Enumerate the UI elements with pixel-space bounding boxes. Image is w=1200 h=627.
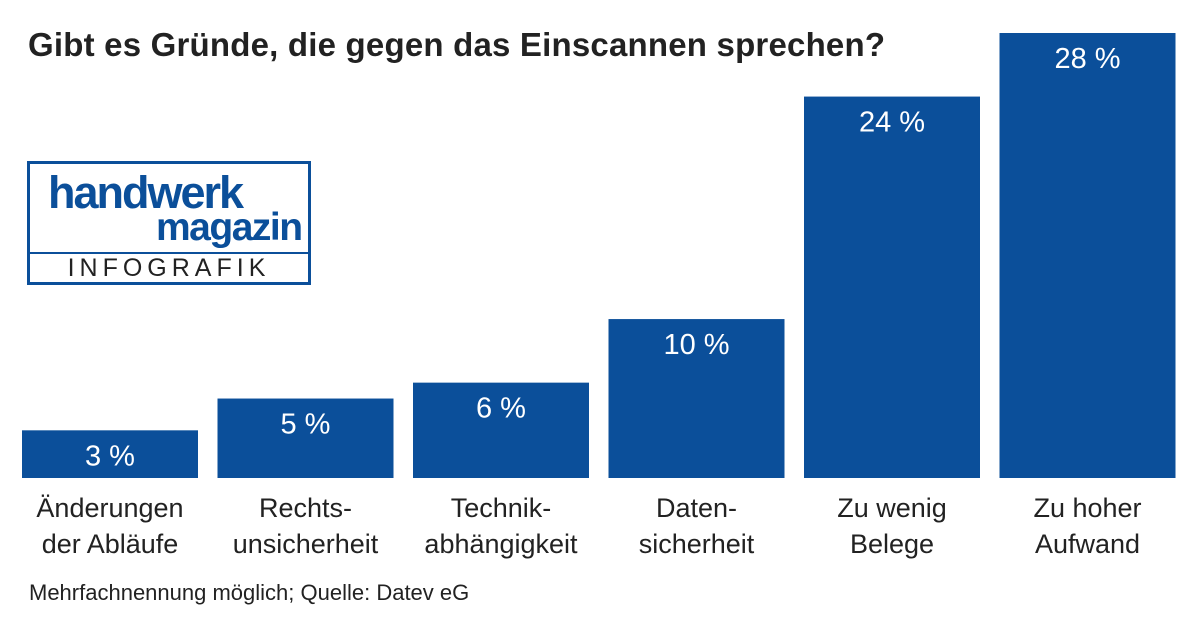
bar-4 — [608, 319, 785, 478]
bar-1 — [22, 430, 198, 478]
source-footnote: Mehrfachnennung möglich; Quelle: Datev e… — [29, 580, 470, 605]
bar-5 — [804, 96, 980, 479]
bar-value-label-2: 5 % — [281, 409, 331, 441]
category-label-1-line-2: der Abläufe — [42, 529, 179, 559]
logo-wordmark: handwerk magazin — [30, 164, 308, 254]
category-label-5-line-2: Belege — [850, 529, 934, 559]
bar-value-label-1: 3 % — [85, 440, 135, 472]
category-label-6-line-2: Aufwand — [1035, 529, 1140, 559]
category-label-5-line-1: Zu wenig — [837, 493, 947, 523]
bar-value-label-5: 24 % — [859, 107, 925, 139]
category-label-2-line-1: Rechts- — [259, 493, 352, 523]
category-label-6-line-1: Zu hoher — [1033, 493, 1141, 523]
category-label-4-line-1: Daten- — [656, 493, 737, 523]
logo-subtitle: INFOGRAFIK — [67, 253, 271, 282]
category-label-1-line-1: Änderungen — [36, 493, 183, 523]
category-label-3-line-1: Technik- — [451, 493, 552, 523]
bar-6 — [999, 33, 1176, 478]
category-label-3-line-2: abhängigkeit — [424, 529, 578, 559]
bar-value-label-4: 10 % — [663, 329, 729, 361]
publisher-logo: handwerk magazin INFOGRAFIK — [27, 161, 311, 285]
bar-2 — [217, 398, 394, 478]
category-label-2-line-2: unsicherheit — [233, 529, 379, 559]
chart-title: Gibt es Gründe, die gegen das Einscannen… — [28, 26, 886, 63]
bar-value-label-3: 6 % — [476, 393, 526, 425]
bar-3 — [413, 382, 589, 478]
logo-line-1: handwerk — [48, 167, 244, 218]
logo-line-2: magazin — [156, 206, 303, 249]
category-label-4-line-2: sicherheit — [639, 529, 755, 559]
bar-value-label-6: 28 % — [1054, 43, 1120, 75]
